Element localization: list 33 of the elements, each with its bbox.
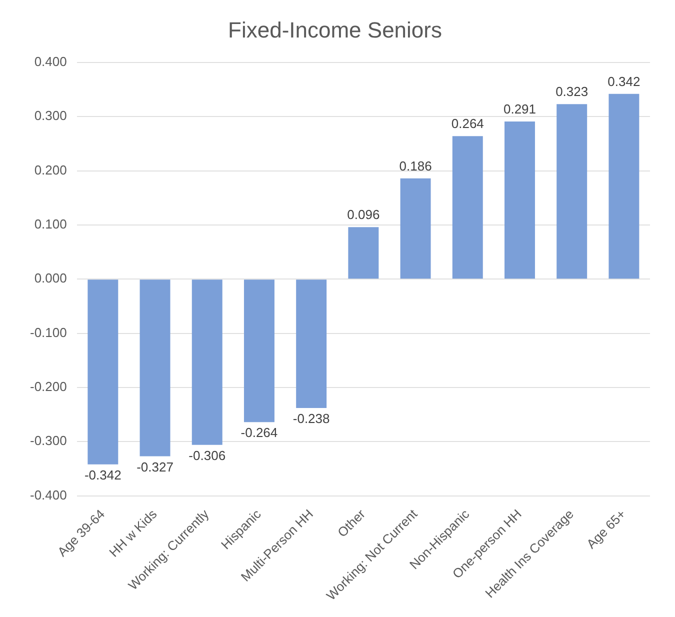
data-label: 0.264 bbox=[451, 116, 484, 132]
y-tick-label: -0.300 bbox=[30, 433, 67, 448]
data-label: 0.291 bbox=[503, 102, 536, 117]
y-tick-label: 0.400 bbox=[34, 54, 67, 69]
y-tick-label: 0.000 bbox=[34, 270, 67, 286]
bar bbox=[140, 280, 170, 456]
bar bbox=[504, 121, 535, 279]
bar bbox=[192, 280, 222, 445]
data-label: 0.323 bbox=[556, 84, 588, 100]
y-tick-label: -0.400 bbox=[30, 487, 67, 502]
y-tick-label: 0.200 bbox=[34, 162, 67, 178]
bar bbox=[296, 280, 327, 408]
data-label: -0.264 bbox=[240, 425, 278, 440]
bar bbox=[244, 280, 274, 422]
bar bbox=[452, 136, 483, 279]
bar bbox=[400, 178, 431, 279]
y-tick-label: 0.100 bbox=[34, 216, 67, 232]
data-label: -0.238 bbox=[292, 411, 330, 426]
bar bbox=[556, 104, 588, 279]
data-label: -0.327 bbox=[136, 459, 174, 474]
data-label: -0.342 bbox=[84, 467, 122, 482]
bar bbox=[608, 94, 640, 279]
bar bbox=[88, 280, 118, 464]
y-tick-label: 0.300 bbox=[34, 108, 67, 124]
y-tick-label: -0.200 bbox=[30, 379, 67, 394]
data-label: -0.306 bbox=[188, 448, 226, 463]
data-label: 0.186 bbox=[399, 158, 432, 174]
data-label: 0.342 bbox=[608, 74, 640, 89]
chart-title: Fixed-Income Seniors bbox=[228, 17, 442, 42]
y-tick-label: -0.100 bbox=[30, 324, 67, 340]
x-tick-label: Age 65+ bbox=[583, 506, 629, 552]
bar bbox=[348, 227, 379, 279]
data-label: 0.096 bbox=[347, 207, 380, 222]
